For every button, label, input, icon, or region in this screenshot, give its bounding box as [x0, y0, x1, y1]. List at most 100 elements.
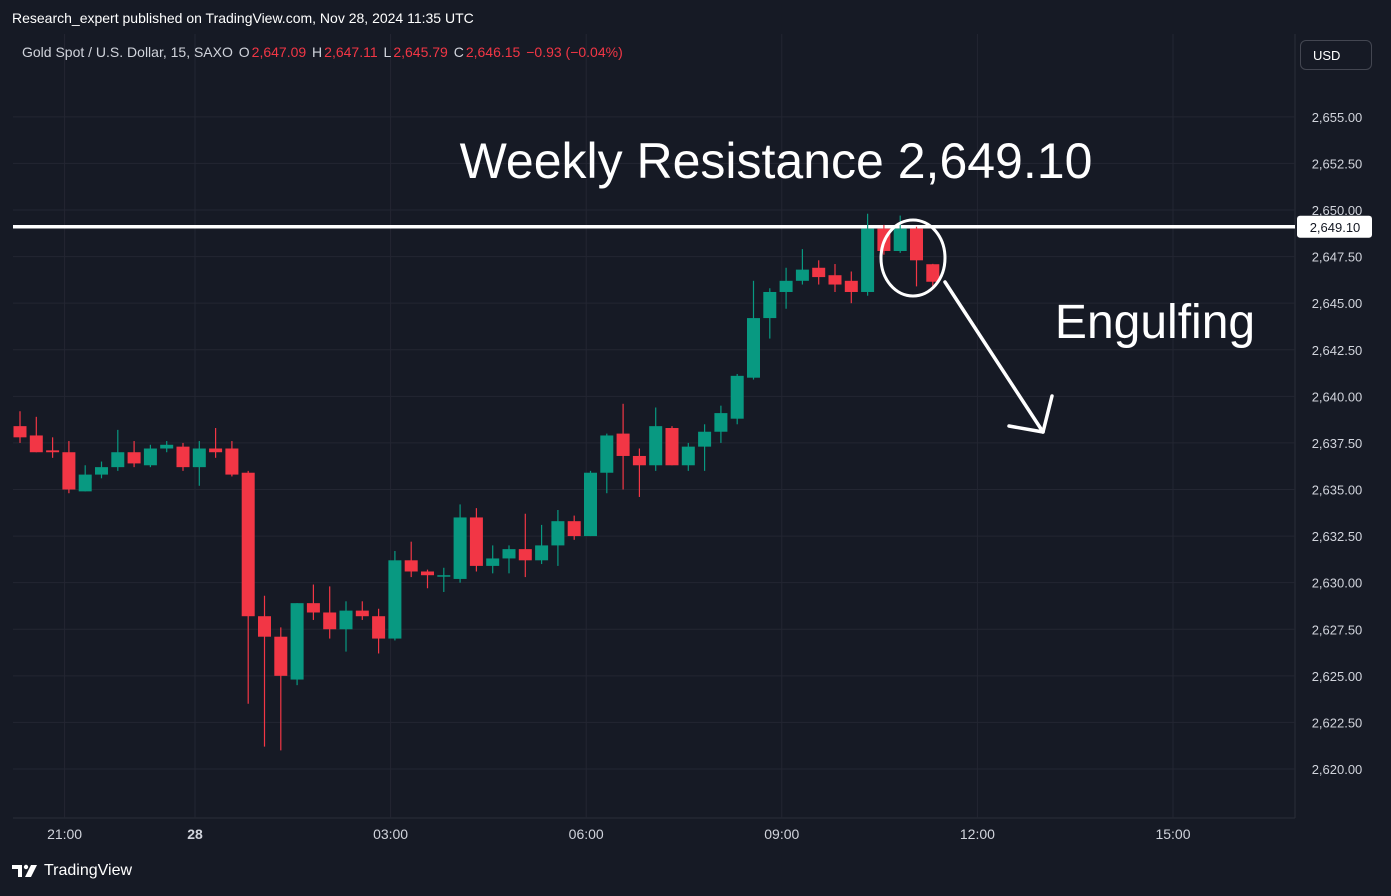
candle-body — [502, 549, 516, 559]
candle[interactable] — [616, 403, 630, 490]
candle[interactable] — [844, 271, 858, 304]
candle[interactable] — [306, 584, 320, 620]
tradingview-logo[interactable]: TradingView — [12, 862, 132, 880]
candle[interactable] — [421, 569, 434, 589]
candle[interactable] — [143, 444, 157, 468]
candle[interactable] — [225, 441, 239, 477]
candle[interactable] — [274, 627, 288, 751]
candle-body — [306, 603, 320, 613]
engulfing-circle — [879, 218, 947, 298]
candle-body — [469, 517, 483, 566]
candle[interactable] — [46, 437, 60, 458]
candle[interactable] — [795, 249, 809, 285]
candle[interactable] — [518, 513, 532, 578]
price-tick-label: 2,625.00 — [1312, 669, 1363, 684]
candle[interactable] — [258, 595, 271, 747]
candle-body — [551, 521, 565, 546]
ohlc-legend: Gold Spot / U.S. Dollar, 15, SAXO O 2,647… — [22, 44, 625, 60]
low-value: 2,645.79 — [393, 44, 448, 60]
candle-body — [453, 517, 467, 579]
candle[interactable] — [111, 429, 125, 471]
candle[interactable] — [62, 441, 76, 494]
time-tick-label: 09:00 — [764, 826, 799, 842]
resistance-price-tag — [1297, 215, 1372, 238]
time-tick-label: 12:00 — [960, 826, 995, 842]
candle[interactable] — [632, 448, 646, 497]
candle[interactable] — [290, 603, 304, 686]
candle[interactable] — [730, 373, 744, 425]
candle[interactable] — [209, 428, 223, 458]
candle-body — [747, 318, 760, 378]
candle[interactable] — [502, 545, 516, 574]
candle[interactable] — [95, 461, 108, 479]
candle-body — [763, 291, 777, 319]
high-label: H — [312, 44, 323, 60]
candle-body — [779, 280, 793, 292]
candle[interactable] — [78, 465, 92, 492]
price-tick-label: 2,647.50 — [1312, 250, 1363, 265]
candles-group — [13, 213, 940, 751]
candle-body — [584, 472, 597, 537]
candle[interactable] — [926, 263, 940, 289]
candle[interactable] — [437, 567, 451, 592]
candle[interactable] — [584, 470, 597, 537]
engulfing-annotation: Engulfing — [1055, 296, 1255, 349]
candle[interactable] — [828, 264, 842, 292]
candle[interactable] — [241, 470, 255, 704]
candle[interactable] — [910, 226, 923, 287]
candle[interactable] — [404, 541, 418, 578]
chart-area[interactable]: Weekly Resistance 2,649.10 Engulfing 2,6… — [0, 34, 1391, 852]
time-axis: 21:00 28 03:00 06:00 09:00 12:00 15:00 — [47, 826, 1191, 842]
price-tick-label: 2,652.50 — [1312, 156, 1363, 171]
candle[interactable] — [681, 442, 695, 471]
candle-body — [290, 603, 304, 680]
candle[interactable] — [29, 416, 43, 453]
candle-body — [844, 280, 858, 292]
price-tick-label: 2,642.50 — [1312, 343, 1363, 358]
candle[interactable] — [763, 288, 777, 339]
candle-body — [600, 435, 614, 473]
candle[interactable] — [535, 524, 549, 565]
candle[interactable] — [355, 601, 369, 620]
candle[interactable] — [323, 586, 337, 639]
candle[interactable] — [160, 441, 174, 453]
close-label: C — [453, 44, 464, 60]
candle[interactable] — [127, 441, 141, 468]
candle[interactable] — [714, 405, 728, 443]
chart-svg[interactable]: Weekly Resistance 2,649.10 Engulfing 2,6… — [0, 34, 1391, 852]
candle-body — [812, 267, 826, 278]
candle-body — [95, 467, 108, 475]
top-bar: Research_expert published on TradingView… — [0, 0, 1391, 34]
candle[interactable] — [861, 213, 875, 296]
candle-body — [160, 444, 174, 449]
candle[interactable] — [649, 407, 663, 471]
candle[interactable] — [812, 260, 826, 285]
candle[interactable] — [339, 601, 353, 652]
candle[interactable] — [779, 267, 793, 309]
candle[interactable] — [453, 504, 467, 583]
candle-body — [828, 275, 842, 285]
candle[interactable] — [747, 280, 760, 380]
price-tick-label: 2,645.00 — [1312, 296, 1363, 311]
symbol-label[interactable]: Gold Spot / U.S. Dollar, 15, SAXO — [22, 44, 233, 60]
candle[interactable] — [176, 442, 190, 471]
candle[interactable] — [551, 509, 565, 566]
candle-body — [29, 435, 43, 453]
candle[interactable] — [388, 550, 402, 641]
candle[interactable] — [665, 426, 679, 466]
candle-body — [421, 571, 434, 576]
candle[interactable] — [600, 433, 614, 494]
candle[interactable] — [698, 424, 712, 471]
candle[interactable] — [13, 411, 27, 443]
candle[interactable] — [469, 508, 483, 572]
currency-button[interactable]: USD — [1300, 40, 1372, 70]
candle[interactable] — [486, 545, 500, 574]
candle[interactable] — [372, 608, 386, 654]
candle-body — [681, 446, 695, 466]
candle-body — [323, 612, 337, 630]
candle-body — [404, 560, 418, 572]
time-tick-label: 21:00 — [47, 826, 82, 842]
candle[interactable] — [192, 441, 206, 486]
grid — [13, 34, 1296, 819]
candle[interactable] — [567, 515, 581, 540]
